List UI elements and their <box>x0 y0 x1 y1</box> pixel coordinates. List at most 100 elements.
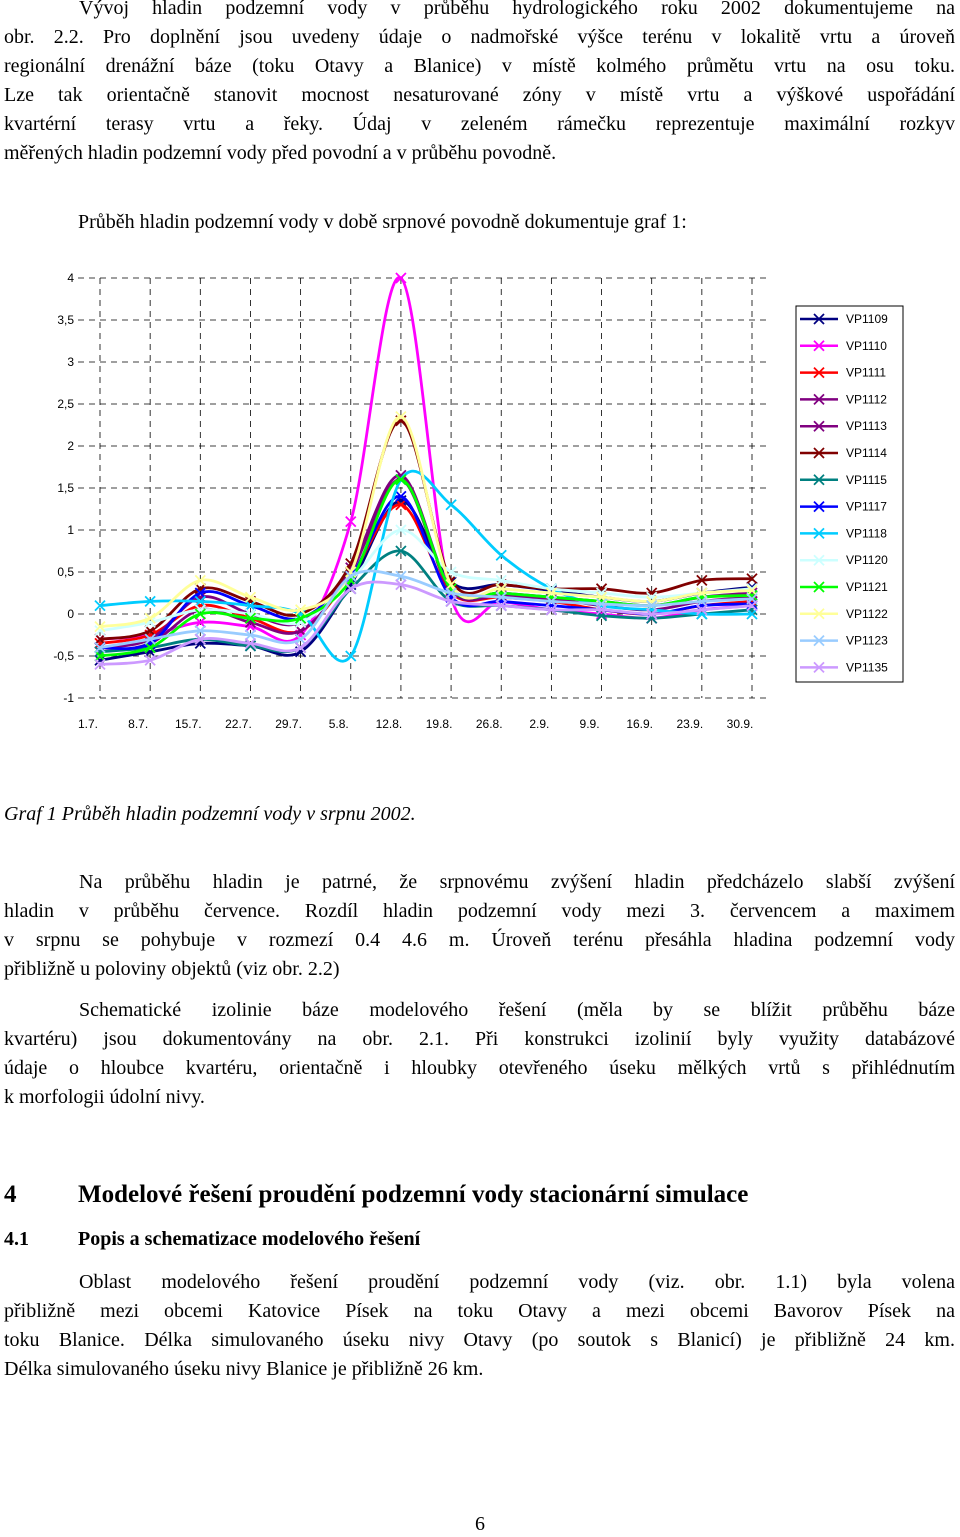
data-point <box>345 515 357 528</box>
data-point <box>94 633 106 645</box>
data-point <box>244 612 257 624</box>
data-point <box>495 599 507 612</box>
data-point <box>345 570 357 582</box>
legend-item: VP1123 <box>800 634 888 648</box>
legend-item: VP1121 <box>800 580 888 594</box>
chart-legend: VP1109 VP1110 VP1111 VP1112 VP1113 VP1114 VP11… <box>795 305 904 683</box>
data-point <box>194 574 206 587</box>
legend-marker <box>813 581 825 593</box>
x-tick-label: 5.8. <box>329 717 349 731</box>
series-vp1118 <box>94 469 758 663</box>
legend-item: VP1110 <box>800 339 887 353</box>
y-tick-label: -1 <box>63 691 74 705</box>
text-line: měřených hladin podzemní vody před povod… <box>4 142 557 164</box>
text-line: přibližně mezi obcemi Katovice Písek na … <box>4 1300 955 1322</box>
data-point <box>144 595 156 608</box>
data-point <box>646 608 658 620</box>
x-tick-label: 26.8. <box>476 717 503 731</box>
data-point <box>395 499 407 511</box>
legend-label: VP1122 <box>846 607 888 621</box>
legend-marker <box>813 634 825 647</box>
series-line <box>99 469 753 663</box>
x-tick-label: 29.7. <box>275 717 302 731</box>
page-number: 6 <box>475 1513 485 1535</box>
series-vp1122 <box>94 410 758 633</box>
section-heading: 4 Modelové řešení proudění podzemní vody … <box>4 1181 748 1209</box>
data-point <box>746 584 758 597</box>
legend-item: VP1118 <box>800 526 887 540</box>
data-point <box>144 612 156 624</box>
text-line: Oblast modelového řešení proudění podzem… <box>79 1271 955 1293</box>
legend-item: VP1112 <box>800 392 887 406</box>
data-point <box>294 604 307 616</box>
legend-label: VP1109 <box>846 312 888 326</box>
legend-label: VP1118 <box>846 526 887 540</box>
data-point <box>395 473 407 486</box>
x-tick-label: 8.7. <box>128 717 148 731</box>
legend-marker <box>813 608 825 620</box>
data-point <box>144 641 156 654</box>
legend-marker <box>813 527 825 540</box>
data-point <box>445 587 457 599</box>
data-point <box>445 499 457 511</box>
y-tick-label: 2 <box>67 439 74 453</box>
x-tick-label: 9.9. <box>580 717 600 731</box>
legend-item: VP1117 <box>800 500 887 514</box>
x-tick-label: 12.8. <box>376 717 403 731</box>
x-axis: 1.7. 8.7. 15.7. 22.7. 29.7. 5.8. 12.8. 19.8. 26.… <box>78 717 753 731</box>
data-point <box>194 616 206 629</box>
section-title: Modelové řešení proudění podzemní vody s… <box>78 1181 749 1208</box>
data-point <box>294 633 307 645</box>
x-tick-label: 1.7. <box>78 717 98 731</box>
x-tick-label: 15.7. <box>175 717 202 731</box>
data-point <box>395 490 407 503</box>
data-point <box>545 595 558 608</box>
data-point <box>194 595 206 608</box>
series-line <box>99 415 753 628</box>
data-point <box>345 583 357 595</box>
data-point <box>244 637 257 650</box>
data-point <box>395 272 407 284</box>
data-point <box>746 573 758 585</box>
y-tick-label: 1,5 <box>57 481 74 495</box>
y-tick-label: 2,5 <box>57 397 74 411</box>
data-point <box>294 612 307 624</box>
text-line: údaje o hloubce kvartéru, orientačně i h… <box>4 1057 955 1079</box>
data-point <box>395 524 407 536</box>
legend-label: VP1114 <box>846 446 887 460</box>
legend-label: VP1123 <box>846 634 888 648</box>
x-tick-label: 22.7. <box>225 717 252 731</box>
data-point <box>595 604 608 616</box>
y-tick-label: 1 <box>67 523 74 537</box>
series-line <box>99 569 753 649</box>
text-line: k morfologii údolní nivy. <box>4 1086 205 1108</box>
legend-label: VP1115 <box>846 473 887 487</box>
legend-marker <box>813 500 825 513</box>
data-point <box>696 595 708 608</box>
data-point <box>495 574 507 587</box>
text-line: Na průběhu hladin je patrné, že srpnovém… <box>79 871 955 893</box>
legend-item: VP1109 <box>800 312 888 326</box>
legend-label: VP1117 <box>846 500 887 514</box>
legend-marker <box>813 366 825 379</box>
series-vp1121 <box>94 473 758 662</box>
series-vp1112 <box>94 469 758 654</box>
text-line: obr. 2.2. Pro doplnění jsou uvedeny údaj… <box>4 26 955 48</box>
section-number: 4 <box>4 1181 17 1208</box>
data-point <box>696 604 708 616</box>
legend-item: VP1120 <box>800 553 888 567</box>
data-point <box>646 599 658 612</box>
data-point <box>445 595 457 608</box>
data-point <box>395 410 407 423</box>
data-point <box>395 578 407 591</box>
data-point <box>495 549 507 561</box>
data-point <box>244 629 257 641</box>
y-axis: 4 3,5 3 2,5 2 1,5 1 0,5 0 -0,5 -1 <box>53 271 74 705</box>
legend-item: VP1115 <box>800 473 887 487</box>
data-point <box>194 608 206 620</box>
legend-marker <box>813 447 825 459</box>
y-tick-label: 3,5 <box>57 313 74 327</box>
data-point <box>746 608 758 620</box>
series-vp1120 <box>94 524 758 637</box>
x-tick-label: 30.9. <box>727 717 754 731</box>
